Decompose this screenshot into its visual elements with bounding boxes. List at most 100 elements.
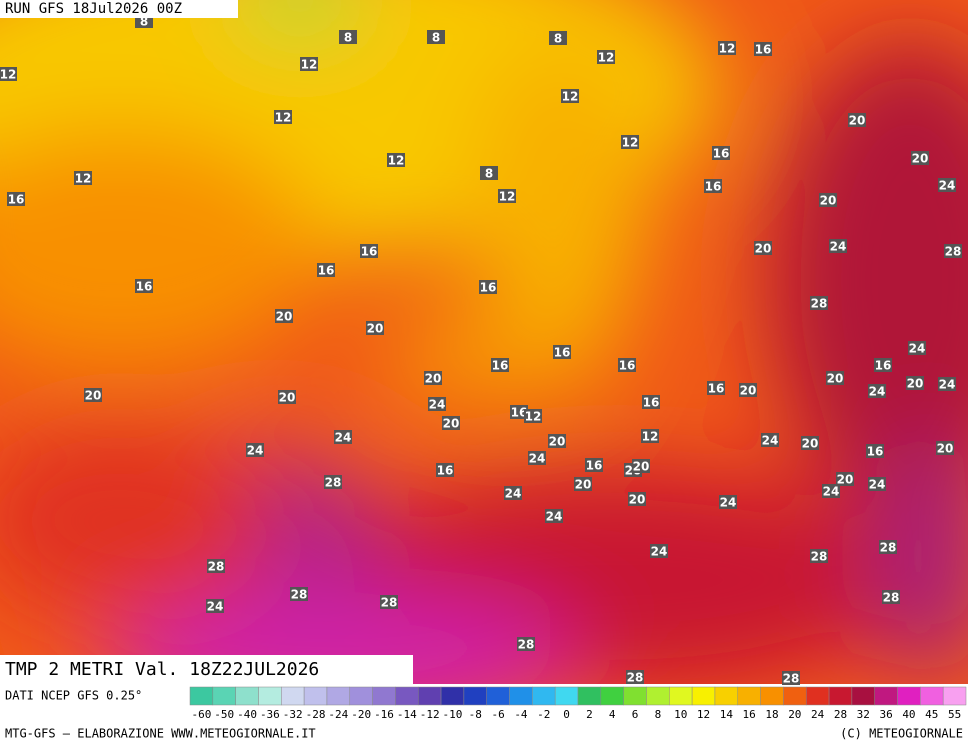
color-swatch: [372, 686, 396, 706]
contour-label: 24: [909, 342, 926, 356]
label-box: [246, 443, 264, 457]
contour-label: 24: [651, 545, 668, 559]
contour-label: 12: [275, 111, 292, 125]
label-box: [524, 409, 542, 423]
contour-label: 16: [708, 382, 725, 396]
contour-label: 12: [622, 136, 639, 150]
contour-label: 20: [907, 377, 924, 391]
color-swatch: [691, 686, 716, 706]
colorbar-tick-label: 4: [609, 708, 616, 721]
colorbar-tick-label: 32: [857, 708, 870, 721]
color-swatch: [942, 686, 967, 706]
colorbar-tick-label: 6: [632, 708, 639, 721]
contour-label: 8: [344, 31, 352, 45]
caption-box: [0, 655, 413, 684]
label-box: [428, 397, 446, 411]
label-box: [207, 559, 225, 573]
color-swatch: [805, 686, 830, 706]
contour-label: 24: [505, 487, 522, 501]
contour-label: 28: [811, 550, 828, 564]
contour-label: 28: [783, 672, 800, 686]
color-swatch: [463, 686, 487, 706]
label-box: [548, 434, 566, 448]
label-box: [826, 371, 844, 385]
label-box: [528, 451, 546, 465]
colorbar-tick-label: -12: [420, 708, 440, 721]
color-swatch: [623, 686, 647, 706]
colorbar-tick-label: -4: [514, 708, 528, 721]
contour-label: 20: [755, 242, 772, 256]
label-box: [517, 637, 535, 651]
color-swatch: [532, 686, 556, 706]
colorbar-tick-label: 14: [720, 708, 734, 721]
label-box: [84, 388, 102, 402]
label-box: [704, 179, 722, 193]
colorbar-tick-label: -24: [328, 708, 348, 721]
label-box: [585, 458, 603, 472]
credit-left: MTG-GFS — ELABORAZIONE WWW.METEOGIORNALE…: [5, 727, 316, 741]
label-box: [650, 544, 668, 558]
colorbar-tick-label: 2: [586, 708, 593, 721]
colorbar-tick-label: -60: [191, 708, 211, 721]
contour-label: 24: [762, 434, 779, 448]
label-box: [761, 433, 779, 447]
contour-label: 28: [945, 245, 962, 259]
label-box: [339, 30, 357, 44]
color-swatch: [326, 686, 351, 706]
contour-label: 28: [627, 671, 644, 685]
color-swatch: [440, 686, 465, 706]
contour-label: 12: [719, 42, 736, 56]
contour-label: 20: [633, 460, 650, 474]
label-box: [574, 477, 592, 491]
label-box: [278, 390, 296, 404]
label-box: [491, 358, 509, 372]
contour-label: 16: [867, 445, 884, 459]
contour-label: 16: [554, 346, 571, 360]
colorbar-tick-label: 18: [765, 708, 778, 721]
contour-label: 24: [529, 452, 546, 466]
contour-label: 20: [276, 310, 293, 324]
colorbar-tick-label: 12: [697, 708, 710, 721]
label-box: [504, 486, 522, 500]
contour-label: 24: [207, 600, 224, 614]
label-box: [936, 441, 954, 455]
color-swatch: [577, 686, 602, 706]
label-box: [498, 189, 516, 203]
label-box: [848, 113, 866, 127]
colorbar-tick-label: 20: [788, 708, 801, 721]
contour-label: 16: [8, 193, 25, 207]
color-swatch: [646, 686, 670, 706]
color-swatch: [235, 686, 259, 706]
colorbar-tick-label: -32: [283, 708, 303, 721]
label-box: [874, 358, 892, 372]
contour-label: 12: [0, 68, 16, 82]
label-box: [424, 371, 442, 385]
contour-label: 12: [598, 51, 615, 65]
colorbar-tick-label: -2: [537, 708, 550, 721]
contour-label: 16: [480, 281, 497, 295]
label-box: [561, 89, 579, 103]
label-box: [718, 41, 736, 55]
contour-label: 16: [755, 43, 772, 57]
color-swatch: [417, 686, 442, 706]
label-box: [822, 484, 840, 498]
contour-label: 12: [75, 172, 92, 186]
color-swatch: [258, 686, 282, 706]
color-swatch: [760, 686, 784, 706]
color-swatch: [714, 686, 739, 706]
contour-label: 20: [629, 493, 646, 507]
label-box: [360, 244, 378, 258]
label-box: [274, 110, 292, 124]
label-box: [810, 296, 828, 310]
contour-label: 8: [140, 15, 148, 29]
color-swatch: [554, 686, 579, 706]
label-box: [0, 67, 17, 81]
color-swatch: [851, 686, 875, 706]
contour-label: 28: [208, 560, 225, 574]
caption: TMP 2 METRI Val. 18Z22JUL2026: [5, 659, 319, 680]
colorbar: -60 -50 -40 -36 -32 -28 -24 -20 -16 -14 -12 -10 -8 -6…: [189, 686, 967, 721]
credit-right: (C) METEOGIORNALE: [840, 727, 963, 741]
contour-label: 24: [939, 378, 956, 392]
contour-label: 8: [554, 32, 562, 46]
label-box: [707, 381, 725, 395]
